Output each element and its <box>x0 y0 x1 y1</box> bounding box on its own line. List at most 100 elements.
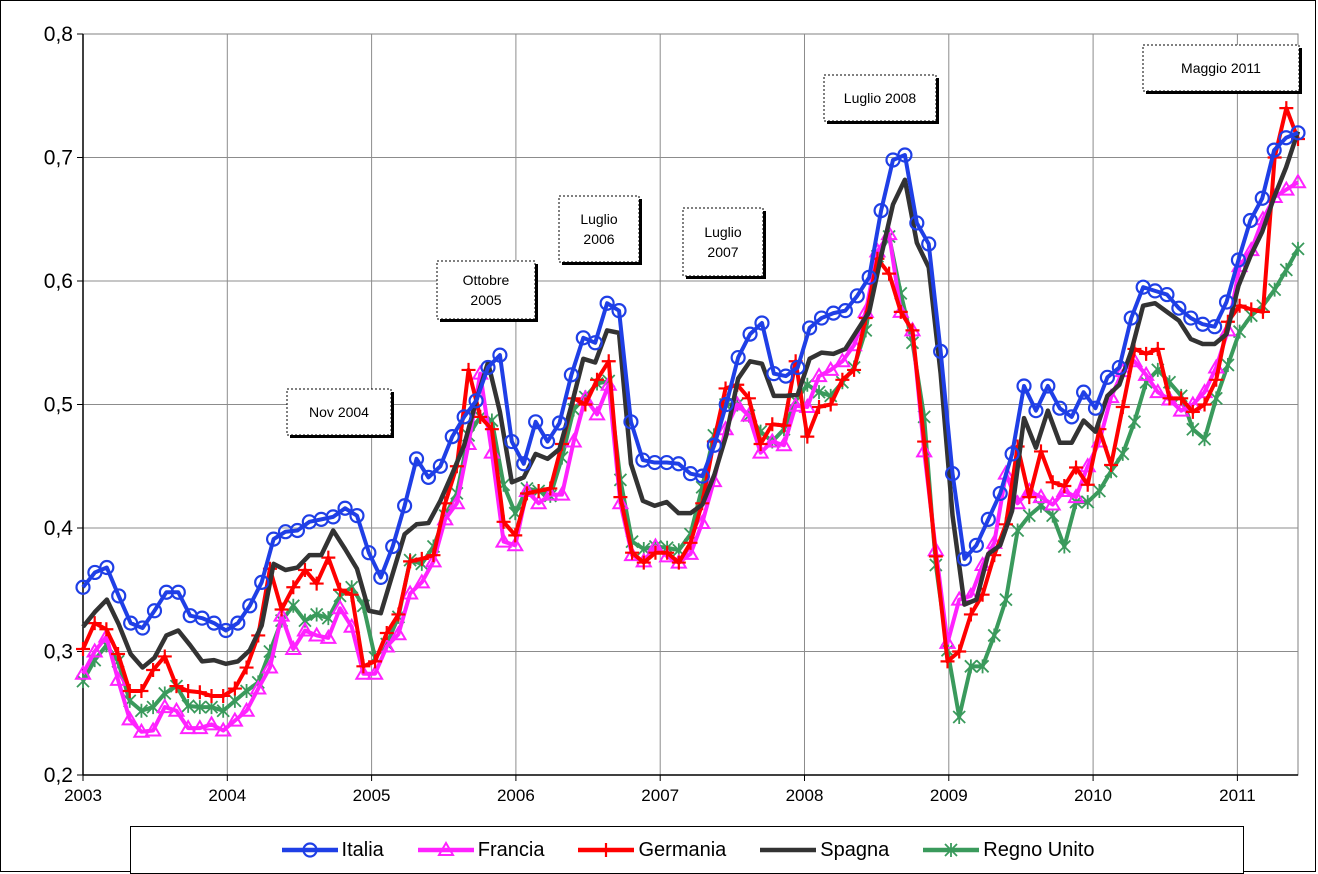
data-point-italia <box>504 433 520 450</box>
data-point-germania <box>76 642 90 657</box>
data-point-francia <box>156 698 174 714</box>
data-point-italia <box>956 551 973 567</box>
data-point-germania <box>625 545 640 560</box>
y-tick-label: 0,3 <box>44 641 73 664</box>
x-tick-label: 2010 <box>1074 786 1112 805</box>
data-point-germania <box>122 684 137 699</box>
data-point-francia <box>1149 383 1167 399</box>
data-point-germania <box>753 437 768 452</box>
data-point-italia <box>599 295 615 311</box>
series-lines <box>74 101 1307 738</box>
annotation: Luglio 2006 <box>558 195 642 265</box>
data-point-italia <box>111 588 127 604</box>
data-point-italia <box>361 545 377 561</box>
data-point-regno-unito <box>76 674 90 689</box>
data-point-regno-unito <box>1127 414 1142 429</box>
legend-label: Germania <box>638 838 727 861</box>
annotation-label: Nov 2004 <box>309 404 369 420</box>
data-point-regno-unito <box>228 693 242 708</box>
data-point-regno-unito <box>964 659 978 674</box>
data-point-germania <box>192 685 207 700</box>
data-point-francia <box>249 679 267 695</box>
data-point-francia <box>786 396 805 412</box>
data-point-germania <box>286 580 301 595</box>
series-line-italia <box>81 130 1299 633</box>
data-point-germania <box>928 549 943 564</box>
data-point-francia <box>1137 365 1155 381</box>
data-point-regno-unito <box>999 592 1013 607</box>
data-point-germania <box>227 681 242 696</box>
data-point-francia <box>1067 488 1085 504</box>
legend-item-spagna: Spagna <box>758 839 889 862</box>
data-point-francia <box>120 710 139 726</box>
data-point-italia <box>980 511 996 527</box>
data-point-italia <box>516 456 532 472</box>
data-point-italia <box>968 537 984 553</box>
annotation-label: Luglio 2007 <box>704 224 742 260</box>
data-point-germania <box>204 688 219 703</box>
x-tick-label: 2003 <box>64 786 102 805</box>
data-point-francia <box>564 432 583 448</box>
y-tick-label: 0,7 <box>44 147 73 170</box>
data-point-germania <box>601 354 616 369</box>
data-point-germania <box>368 654 383 669</box>
data-point-francia <box>401 584 419 600</box>
data-point-germania <box>426 548 441 563</box>
legend-item-regno-unito: Regno Unito <box>921 839 1094 862</box>
data-point-italia <box>754 315 770 331</box>
series-germania <box>76 101 1305 703</box>
legend-item-germania: Germania <box>576 839 726 862</box>
data-point-germania <box>613 490 628 505</box>
data-point-francia <box>763 432 782 448</box>
data-point-italia <box>1218 294 1235 310</box>
data-point-francia <box>319 628 338 644</box>
legend-label: Spagna <box>820 838 890 861</box>
legend-marker <box>599 843 614 857</box>
annotation: Maggio 2011 <box>1142 44 1302 94</box>
data-point-francia <box>833 352 852 368</box>
x-tick-label: 2004 <box>208 786 246 805</box>
data-point-italia <box>1028 403 1044 419</box>
data-point-germania <box>1174 391 1189 406</box>
data-point-germania <box>1033 444 1048 459</box>
data-point-germania <box>508 528 523 543</box>
data-point-regno-unito <box>286 598 300 613</box>
data-point-regno-unito <box>975 659 990 674</box>
data-point-italia <box>408 451 425 467</box>
data-point-italia <box>611 303 627 319</box>
data-point-germania <box>800 429 815 444</box>
data-point-francia <box>366 664 384 680</box>
data-point-regno-unito <box>952 709 966 724</box>
data-point-italia <box>1075 384 1092 400</box>
data-point-germania <box>239 660 254 675</box>
data-point-italia <box>551 415 568 431</box>
data-point-italia <box>1099 369 1116 385</box>
data-point-italia <box>397 498 413 514</box>
annotation-box <box>823 74 937 122</box>
data-point-italia <box>730 349 746 366</box>
data-point-italia <box>742 326 758 342</box>
data-point-germania <box>893 304 908 319</box>
data-point-germania <box>683 535 698 550</box>
data-point-italia <box>1254 190 1270 206</box>
data-point-italia <box>539 433 556 450</box>
data-point-italia <box>861 269 877 285</box>
legend-swatch-italia <box>281 842 338 858</box>
y-tick-label: 0,4 <box>44 517 74 540</box>
data-point-italia <box>1159 286 1175 303</box>
data-point-germania <box>157 649 172 664</box>
data-point-germania <box>1255 304 1270 319</box>
data-point-regno-unito <box>193 700 207 715</box>
data-point-italia <box>802 320 818 336</box>
data-point-regno-unito <box>1010 523 1025 538</box>
data-point-germania <box>216 688 231 703</box>
data-point-germania <box>531 483 546 498</box>
x-tick-label: 2007 <box>641 786 679 805</box>
data-point-germania <box>1080 477 1095 492</box>
data-point-francia <box>202 715 221 731</box>
data-point-germania <box>1069 460 1084 475</box>
data-point-germania <box>1139 346 1154 361</box>
data-point-germania <box>963 607 978 622</box>
data-point-germania <box>519 486 534 501</box>
data-point-francia <box>296 621 314 637</box>
